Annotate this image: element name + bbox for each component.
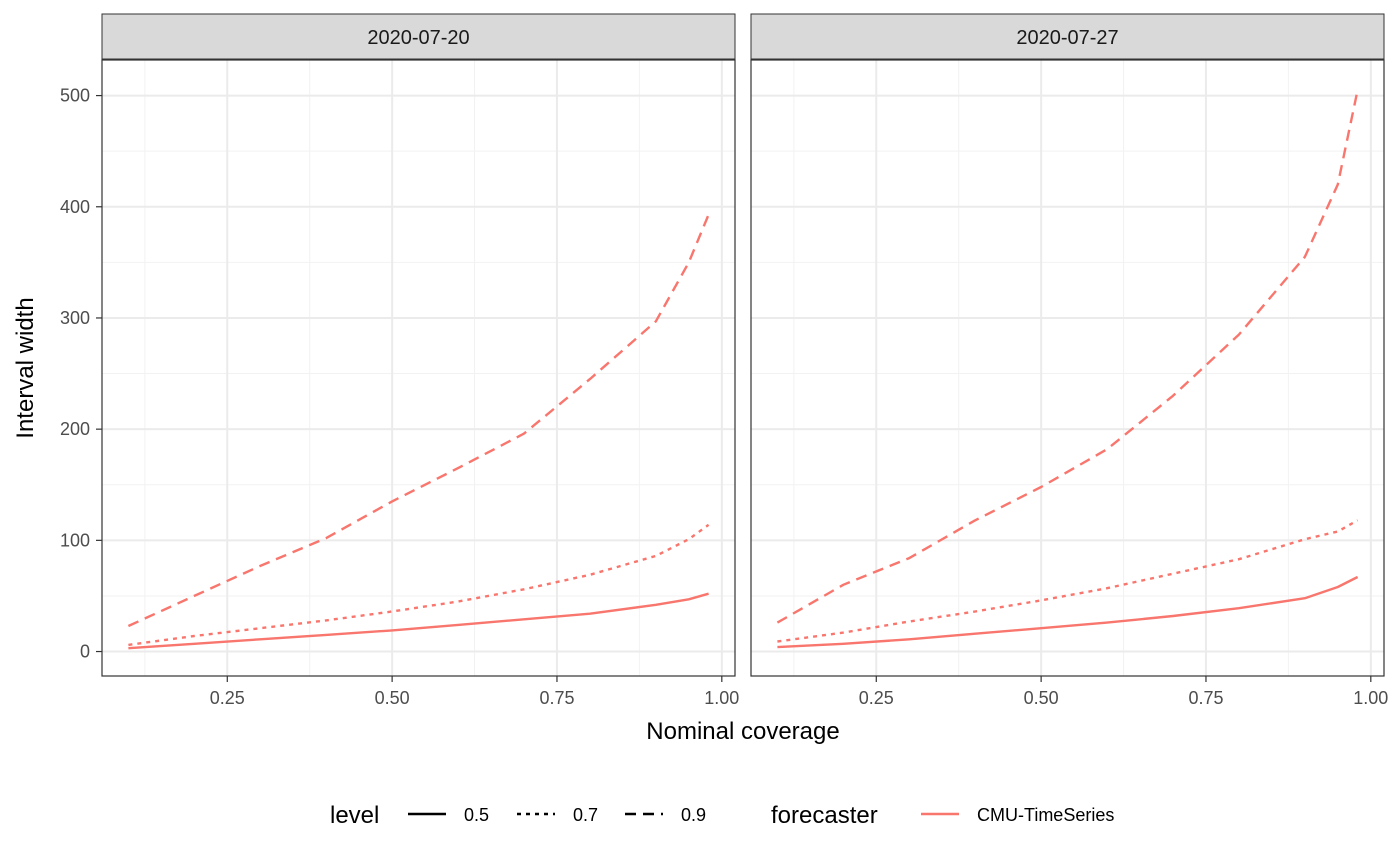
legend: level 0.5 0.7 0.9 forecaster CMU-TimeSeries (330, 802, 1114, 829)
x-tick-label: 1.00 (704, 688, 739, 708)
x-tick-label: 0.25 (859, 688, 894, 708)
plot-background (102, 60, 735, 676)
legend-label-level: 0.5 (464, 805, 489, 825)
panels-layer: 2020-07-20 2020-07-27 (101, 13, 1385, 677)
grid-lines (102, 60, 735, 676)
y-tick-label: 500 (60, 86, 90, 106)
grid-lines (751, 60, 1384, 676)
x-tick-label: 0.25 (210, 688, 245, 708)
panel-border (101, 59, 736, 677)
facet-strip-label: 2020-07-20 (367, 27, 469, 49)
panel-2: 2020-07-27 (750, 13, 1385, 677)
legend-label-level: 0.7 (573, 805, 598, 825)
y-tick-label: 300 (60, 308, 90, 328)
series-line-level-0-7 (777, 519, 1359, 643)
series-line-level-0-5 (128, 592, 709, 650)
x-tick-label: 0.50 (375, 688, 410, 708)
panel-1: 2020-07-20 (101, 13, 736, 677)
y-tick-label: 200 (60, 419, 90, 439)
facet-strip (101, 13, 736, 60)
axis-layer: 0.25 0.50 0.75 1.00 0 100 200 300 400 500 0.25 0.50… (60, 86, 1388, 708)
series-line-level-0-7 (128, 523, 710, 647)
plot-background (751, 60, 1384, 676)
series-line-level-0-5 (777, 575, 1359, 649)
series-line-level-0-9 (776, 89, 1359, 624)
x-tick-label: 1.00 (1353, 688, 1388, 708)
x-tick-label: 0.50 (1024, 688, 1059, 708)
panel-border (750, 59, 1385, 677)
y-tick-label: 400 (60, 197, 90, 217)
facet-strip-label: 2020-07-27 (1016, 27, 1118, 49)
legend-label-forecaster: CMU-TimeSeries (977, 805, 1114, 825)
series-line-level-0-9 (127, 214, 710, 628)
facet-strip (750, 13, 1385, 60)
y-tick-label: 0 (80, 642, 90, 662)
legend-title-forecaster: forecaster (771, 802, 878, 829)
x-axis-title: Nominal coverage (646, 718, 839, 745)
y-tick-label: 100 (60, 530, 90, 550)
legend-title-level: level (330, 802, 379, 829)
legend-label-level: 0.9 (681, 805, 706, 825)
x-tick-label: 0.75 (539, 688, 574, 708)
y-axis-title: Interval width (12, 297, 39, 438)
x-tick-label: 0.75 (1188, 688, 1223, 708)
